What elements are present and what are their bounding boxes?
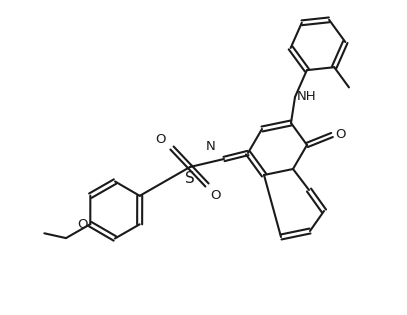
Text: O: O bbox=[77, 218, 87, 231]
Text: O: O bbox=[210, 189, 221, 202]
Text: O: O bbox=[335, 129, 346, 141]
Text: N: N bbox=[206, 140, 216, 153]
Text: O: O bbox=[155, 133, 166, 146]
Text: NH: NH bbox=[297, 90, 317, 104]
Text: S: S bbox=[185, 171, 195, 186]
